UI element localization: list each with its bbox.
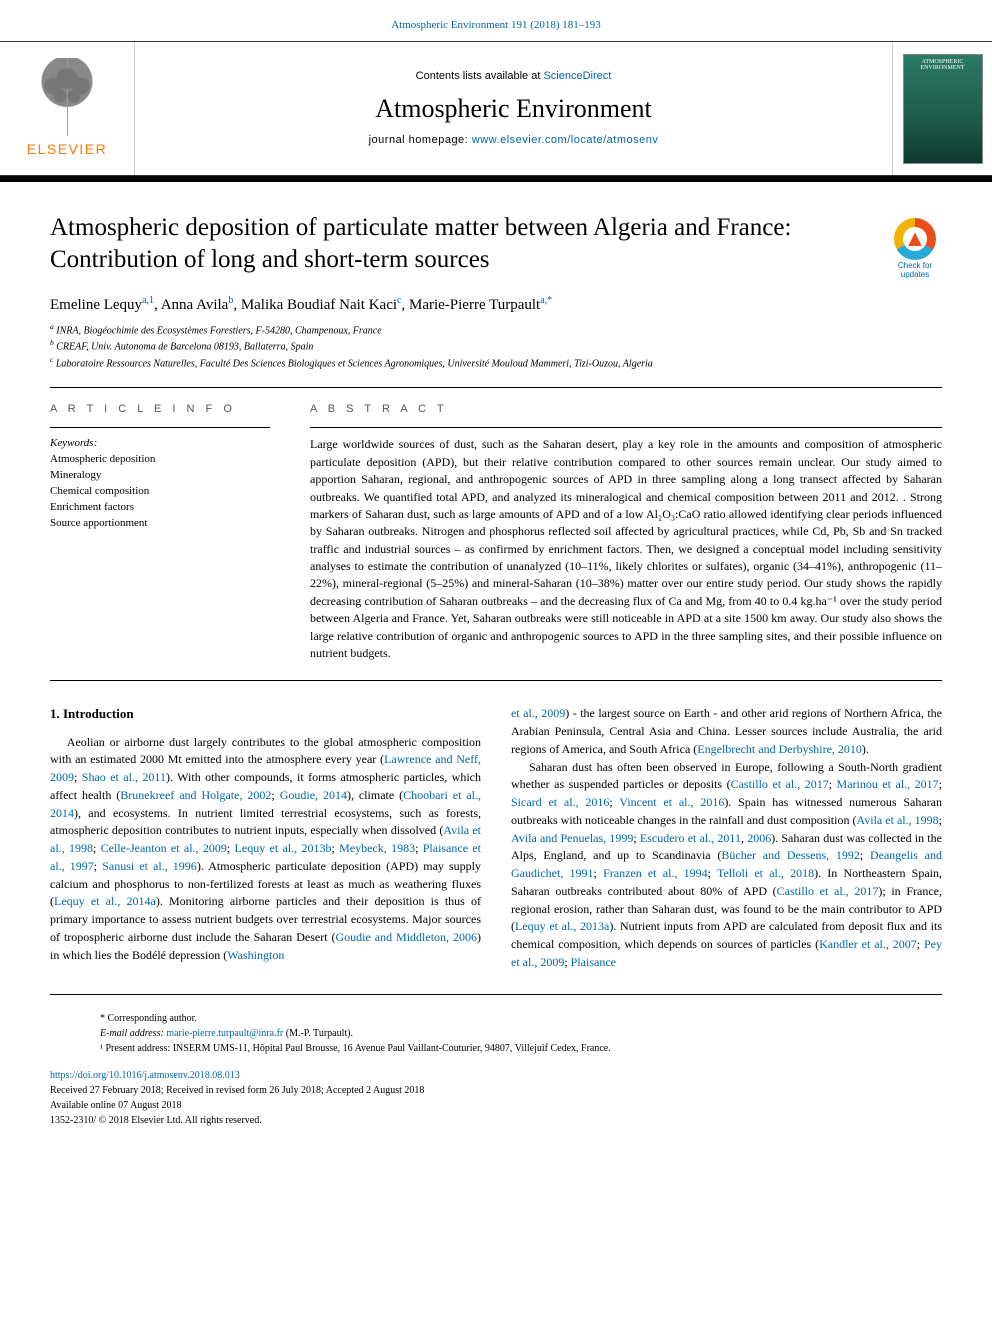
doi-link[interactable]: https://doi.org/10.1016/j.atmosenv.2018.… xyxy=(50,1070,240,1081)
cover-title: ATMOSPHERIC ENVIRONMENT xyxy=(908,59,978,72)
received-line: Received 27 February 2018; Received in r… xyxy=(50,1083,942,1098)
keyword-4: Source apportionment xyxy=(50,516,270,532)
header-citation: Atmospheric Environment 191 (2018) 181–1… xyxy=(0,0,992,41)
keyword-0: Atmospheric deposition xyxy=(50,452,270,468)
contents-line: Contents lists available at ScienceDirec… xyxy=(416,69,612,84)
available-line: Available online 07 August 2018 xyxy=(50,1098,942,1113)
banner-center: Contents lists available at ScienceDirec… xyxy=(135,42,892,175)
article-info-col: A R T I C L E I N F O Keywords: Atmosphe… xyxy=(50,402,270,662)
copyright-line: 1352-2310/ © 2018 Elsevier Ltd. All righ… xyxy=(50,1113,942,1128)
info-divider xyxy=(50,427,270,428)
intro-para-1: Aeolian or airborne dust largely contrib… xyxy=(50,734,481,965)
authors-line: Emeline Lequya,1, Anna Avilab, Malika Bo… xyxy=(0,288,992,320)
present-address-note: ¹ Present address: INSERM UMS-11, Hôpita… xyxy=(100,1041,892,1056)
homepage-line: journal homepage: www.elsevier.com/locat… xyxy=(369,133,659,148)
sciencedirect-link[interactable]: ScienceDirect xyxy=(543,70,611,82)
abstract-col: A B S T R A C T Large worldwide sources … xyxy=(310,402,942,662)
cover-box: ATMOSPHERIC ENVIRONMENT xyxy=(892,42,992,175)
keyword-3: Enrichment factors xyxy=(50,500,270,516)
elsevier-wordmark: ELSEVIER xyxy=(27,140,107,160)
abstract-heading: A B S T R A C T xyxy=(310,402,942,417)
intro-para-2: et al., 2009) - the largest source on Ea… xyxy=(511,705,942,971)
corr-email-link[interactable]: marie-pierre.turpault@inra.fr xyxy=(166,1028,283,1039)
article-title: Atmospheric deposition of particulate ma… xyxy=(50,212,868,275)
affiliation-a: a INRA, Biogéochimie des Ecosystèmes For… xyxy=(50,322,942,338)
affiliations: a INRA, Biogéochimie des Ecosystèmes For… xyxy=(0,320,992,381)
homepage-prefix: journal homepage: xyxy=(369,134,472,146)
homepage-link[interactable]: www.elsevier.com/locate/atmosenv xyxy=(472,134,659,146)
journal-banner: ELSEVIER Contents lists available at Sci… xyxy=(0,41,992,176)
affiliation-b: b CREAF, Univ. Autonoma de Barcelona 081… xyxy=(50,338,942,354)
citation-link[interactable]: Atmospheric Environment 191 (2018) 181–1… xyxy=(391,19,601,31)
publisher-logo-box: ELSEVIER xyxy=(0,42,135,175)
journal-name: Atmospheric Environment xyxy=(375,91,652,127)
divider-bottom xyxy=(50,680,942,681)
footer-block: https://doi.org/10.1016/j.atmosenv.2018.… xyxy=(0,1062,992,1148)
elsevier-tree-icon xyxy=(22,58,112,136)
email-line: E-mail address: marie-pierre.turpault@in… xyxy=(100,1026,892,1041)
footnotes: * Corresponding author. E-mail address: … xyxy=(50,994,942,1062)
crossmark-icon xyxy=(894,218,936,260)
contents-prefix: Contents lists available at xyxy=(416,70,544,82)
abstract-text: Large worldwide sources of dust, such as… xyxy=(310,436,942,662)
divider-top xyxy=(50,387,942,388)
abstract-divider xyxy=(310,427,942,428)
check-updates-badge[interactable]: Check for updates xyxy=(888,218,942,280)
body-columns: 1. Introduction Aeolian or airborne dust… xyxy=(0,687,992,981)
section-1-heading: 1. Introduction xyxy=(50,705,481,723)
keyword-1: Mineralogy xyxy=(50,468,270,484)
article-info-heading: A R T I C L E I N F O xyxy=(50,402,270,417)
check-updates-label: Check for updates xyxy=(888,262,942,280)
keyword-2: Chemical composition xyxy=(50,484,270,500)
keywords-label: Keywords: xyxy=(50,436,270,451)
corresponding-author-note: * Corresponding author. xyxy=(100,1011,892,1026)
journal-cover-thumbnail[interactable]: ATMOSPHERIC ENVIRONMENT xyxy=(903,54,983,164)
affiliation-c: c Laboratoire Ressources Naturelles, Fac… xyxy=(50,355,942,371)
